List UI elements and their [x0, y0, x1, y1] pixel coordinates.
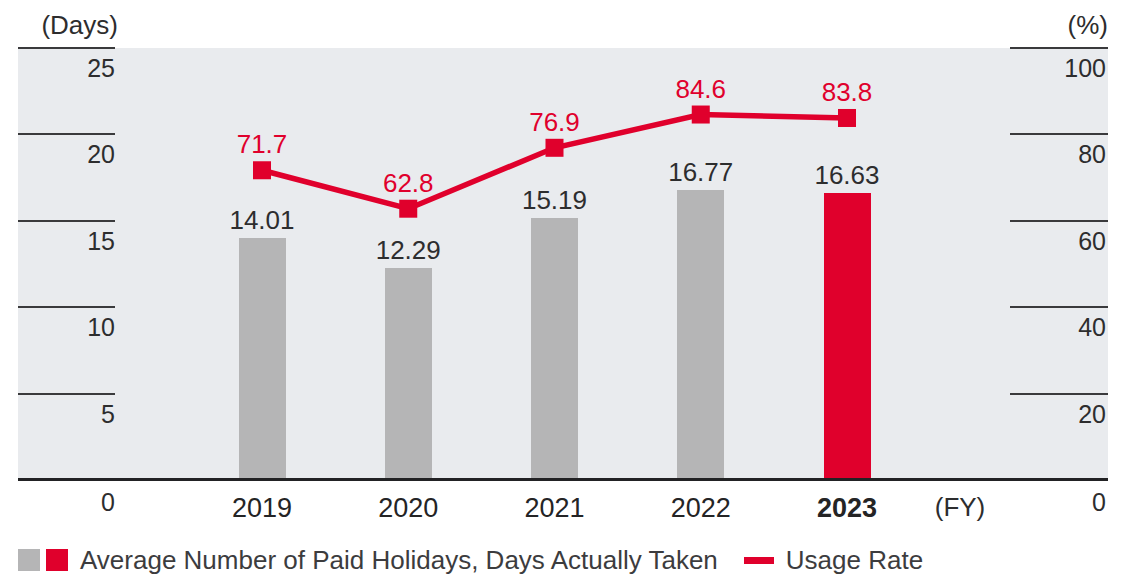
usage-rate-value-label: 84.6: [636, 76, 766, 103]
legend-bar-label: Average Number of Paid Holidays, Days Ac…: [80, 547, 718, 573]
legend-bar-red-swatch-icon: [46, 549, 68, 571]
left-axis-title: (Days): [8, 12, 118, 39]
bar-value-label: 15.19: [490, 187, 620, 214]
usage-rate-marker: [253, 161, 271, 179]
x-category-label: 2023: [782, 494, 912, 522]
usage-rate-value-label: 76.9: [490, 109, 620, 136]
paid-holidays-usage-chart: (Days) (%) 2520151050 100806040200 14.01…: [0, 0, 1122, 586]
legend-bar-gray-swatch-icon: [18, 549, 40, 571]
bar-value-label: 14.01: [197, 207, 327, 234]
x-category-label: 2019: [197, 494, 327, 522]
x-category-label: 2020: [343, 494, 473, 522]
usage-rate-value-label: 71.7: [197, 131, 327, 158]
usage-rate-marker: [546, 139, 564, 157]
usage-rate-marker: [838, 109, 856, 127]
usage-rate-marker: [399, 200, 417, 218]
legend-line-dash-icon: [744, 557, 774, 564]
usage-rate-value-label: 83.8: [782, 79, 912, 106]
x-axis-baseline: [18, 478, 1108, 481]
x-category-label: 2022: [636, 494, 766, 522]
left-tick-label-zero: 0: [18, 489, 115, 515]
usage-rate-marker: [692, 106, 710, 124]
legend: Average Number of Paid Holidays, Days Ac…: [18, 546, 923, 574]
bar-value-label: 16.63: [782, 162, 912, 189]
right-tick-label-zero: 0: [1010, 489, 1106, 515]
usage-rate-value-label: 62.8: [343, 170, 473, 197]
x-axis-title: (FY): [910, 494, 1010, 521]
right-axis-title: (%): [998, 12, 1108, 39]
legend-line-label: Usage Rate: [786, 547, 923, 573]
bar-value-label: 12.29: [343, 237, 473, 264]
x-category-label: 2021: [490, 494, 620, 522]
bar-value-label: 16.77: [636, 159, 766, 186]
